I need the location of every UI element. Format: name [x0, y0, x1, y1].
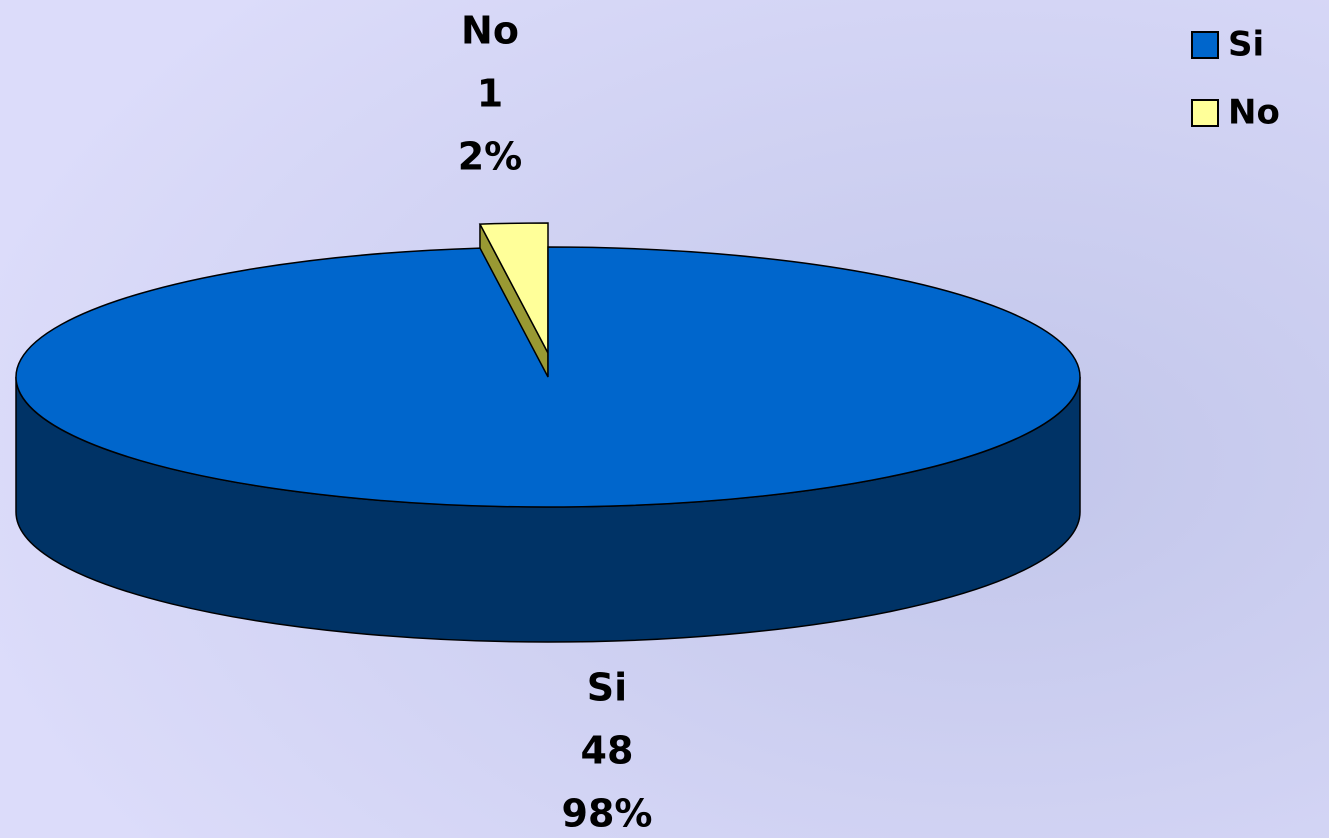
- data-label-name: Si: [587, 666, 627, 710]
- data-label-name: No: [461, 9, 519, 53]
- slice: [15, 246, 1081, 508]
- data-label-percent: 98%: [562, 792, 653, 836]
- plot: [15, 222, 1081, 643]
- legend-label: No: [1228, 93, 1280, 133]
- data-label-percent: 2%: [458, 135, 523, 179]
- labels: Si 48 98% No 1 2%: [458, 9, 653, 836]
- legend-swatch: [1191, 31, 1219, 59]
- legend-label: Si: [1228, 25, 1264, 65]
- slice: [478, 222, 549, 354]
- data-label-value: 48: [581, 729, 634, 773]
- legend-swatch: [1191, 99, 1219, 127]
- data-label-value: 1: [477, 72, 503, 116]
- legend: Si No: [1191, 25, 1280, 133]
